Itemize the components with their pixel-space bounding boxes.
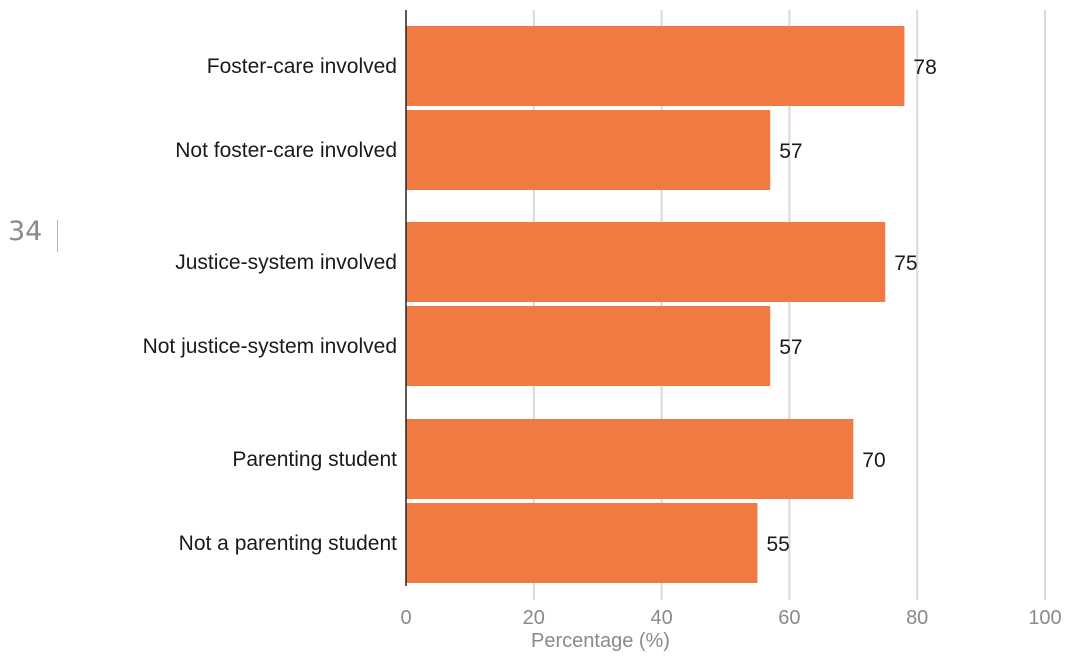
value-label: 75: [894, 252, 917, 275]
category-label: Not foster-care involved: [175, 139, 397, 162]
bar: [406, 26, 905, 106]
bar: [406, 306, 771, 386]
category-label: Not justice-system involved: [143, 335, 397, 358]
value-label: 78: [913, 56, 936, 79]
bar: [406, 503, 758, 583]
x-tick-label: 100: [1028, 607, 1061, 629]
category-label: Not a parenting student: [179, 532, 397, 555]
category-label: Parenting student: [232, 448, 397, 471]
x-tick-label: 20: [523, 607, 545, 629]
category-label: Justice-system involved: [175, 251, 397, 274]
bar: [406, 110, 771, 190]
x-tick-label: 60: [778, 607, 800, 629]
value-label: 70: [862, 449, 885, 472]
x-tick-label: 0: [400, 607, 411, 629]
page-number-divider: [57, 220, 58, 252]
value-label: 57: [779, 140, 802, 163]
bar-layer: [406, 26, 905, 583]
bar: [406, 419, 854, 499]
grid-layer: [532, 10, 1046, 600]
category-label: Foster-care involved: [207, 55, 397, 78]
page-number: 34: [8, 216, 43, 247]
x-axis-title: Percentage (%): [531, 630, 670, 652]
value-label: 55: [766, 533, 789, 556]
x-tick-label: 80: [906, 607, 928, 629]
label-layer: 0 20 40 60 80 100 Foster-care involved 78 Not fo…: [143, 55, 1062, 629]
value-label: 57: [779, 336, 802, 359]
bar: [406, 222, 886, 302]
x-tick-label: 40: [650, 607, 672, 629]
